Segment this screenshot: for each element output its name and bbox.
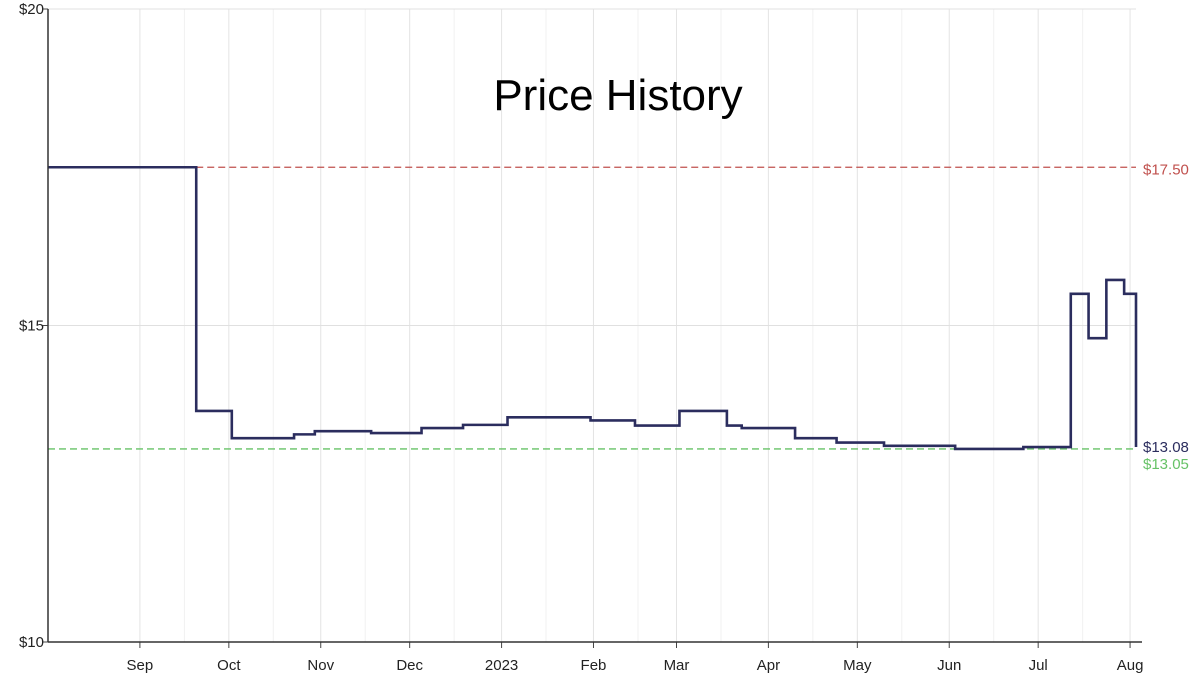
series-layer [47,165,1138,451]
current-price-label: $13.08 [1143,439,1189,456]
x-tick-label: Jun [937,657,961,674]
x-tick-label: May [843,657,872,674]
x-tick-label: Nov [307,657,334,674]
x-tick-label: Dec [396,657,423,674]
x-tick-label: Mar [664,657,690,674]
axes-layer: Sep Oct Nov Dec 2023 Feb Mar Apr May Jun Jul Aug $10… [19,1,1143,674]
reference-line-label: $13.05 [1143,456,1189,473]
x-tick-label: Feb [581,657,607,674]
price-series-line [48,165,1138,451]
x-tick-label: Jul [1029,657,1048,674]
x-tick-label: Oct [217,657,241,674]
x-tick-label: Sep [127,657,154,674]
x-tick-label: Aug [1117,657,1144,674]
y-tick-label: $15 [19,318,44,335]
reference-line-label: $17.50 [1143,161,1189,178]
chart-title: Price History [493,71,742,120]
y-tick-label: $20 [19,1,44,18]
y-tick-label: $10 [19,634,44,651]
reference-lines: $17.50 $13.05$13.08 [48,161,1189,473]
x-tick-label: Apr [757,657,780,674]
grid-layer [48,8,1136,643]
x-tick-label: 2023 [485,657,518,674]
